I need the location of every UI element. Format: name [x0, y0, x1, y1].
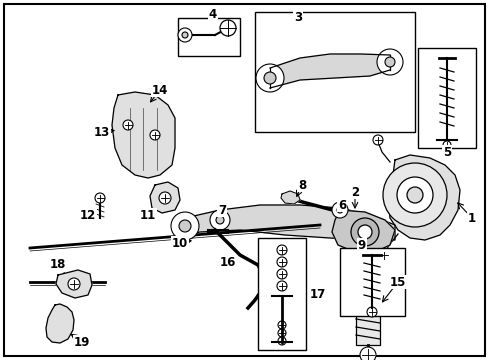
- Circle shape: [68, 278, 80, 290]
- Polygon shape: [112, 92, 175, 178]
- Bar: [254, 12, 414, 132]
- Circle shape: [276, 245, 286, 255]
- Text: 18: 18: [50, 258, 66, 271]
- Circle shape: [179, 220, 191, 232]
- Circle shape: [372, 135, 382, 145]
- Circle shape: [442, 141, 450, 149]
- Circle shape: [150, 130, 160, 140]
- Text: 10: 10: [171, 237, 188, 249]
- Circle shape: [95, 193, 105, 203]
- Circle shape: [276, 269, 286, 279]
- Text: 17: 17: [309, 288, 325, 302]
- Text: 13: 13: [94, 126, 110, 139]
- Circle shape: [276, 281, 286, 291]
- Text: 12: 12: [80, 208, 96, 221]
- Text: 11: 11: [140, 208, 156, 221]
- Polygon shape: [56, 270, 92, 298]
- Text: 16: 16: [220, 256, 236, 269]
- Circle shape: [264, 72, 275, 84]
- Circle shape: [366, 307, 376, 317]
- Circle shape: [278, 321, 285, 329]
- Text: 14: 14: [151, 84, 168, 96]
- Text: 19: 19: [74, 336, 90, 348]
- Polygon shape: [184, 205, 394, 240]
- Circle shape: [256, 64, 284, 92]
- Circle shape: [331, 202, 347, 218]
- Polygon shape: [331, 210, 394, 252]
- Polygon shape: [150, 182, 180, 213]
- Text: 1: 1: [467, 212, 475, 225]
- Circle shape: [159, 192, 171, 204]
- Circle shape: [278, 329, 285, 337]
- Text: 4: 4: [208, 8, 217, 21]
- Circle shape: [171, 212, 199, 240]
- Circle shape: [376, 49, 402, 75]
- Circle shape: [378, 250, 388, 260]
- Text: 3: 3: [293, 10, 302, 23]
- Circle shape: [406, 187, 422, 203]
- Polygon shape: [46, 304, 74, 343]
- Circle shape: [220, 20, 236, 36]
- Bar: [355, 290, 379, 345]
- Bar: [258, 238, 305, 350]
- Circle shape: [216, 216, 224, 224]
- Polygon shape: [281, 191, 299, 204]
- Text: 8: 8: [297, 179, 305, 192]
- Circle shape: [396, 177, 432, 213]
- Bar: [178, 18, 240, 56]
- Circle shape: [182, 32, 187, 38]
- Text: 2: 2: [350, 185, 358, 198]
- Circle shape: [209, 210, 229, 230]
- Bar: [417, 48, 475, 148]
- Circle shape: [178, 28, 192, 42]
- Circle shape: [278, 337, 285, 345]
- Bar: [339, 248, 404, 316]
- Circle shape: [276, 257, 286, 267]
- Text: 15: 15: [389, 275, 406, 288]
- Text: 5: 5: [442, 145, 450, 158]
- Polygon shape: [387, 155, 459, 240]
- Circle shape: [359, 347, 375, 360]
- Circle shape: [336, 207, 342, 213]
- Circle shape: [384, 57, 394, 67]
- Text: 9: 9: [357, 239, 366, 252]
- Text: 6: 6: [337, 198, 346, 212]
- Circle shape: [382, 163, 446, 227]
- Circle shape: [357, 225, 371, 239]
- Polygon shape: [269, 54, 389, 88]
- Circle shape: [123, 120, 133, 130]
- Circle shape: [350, 218, 378, 246]
- Text: 7: 7: [218, 203, 225, 216]
